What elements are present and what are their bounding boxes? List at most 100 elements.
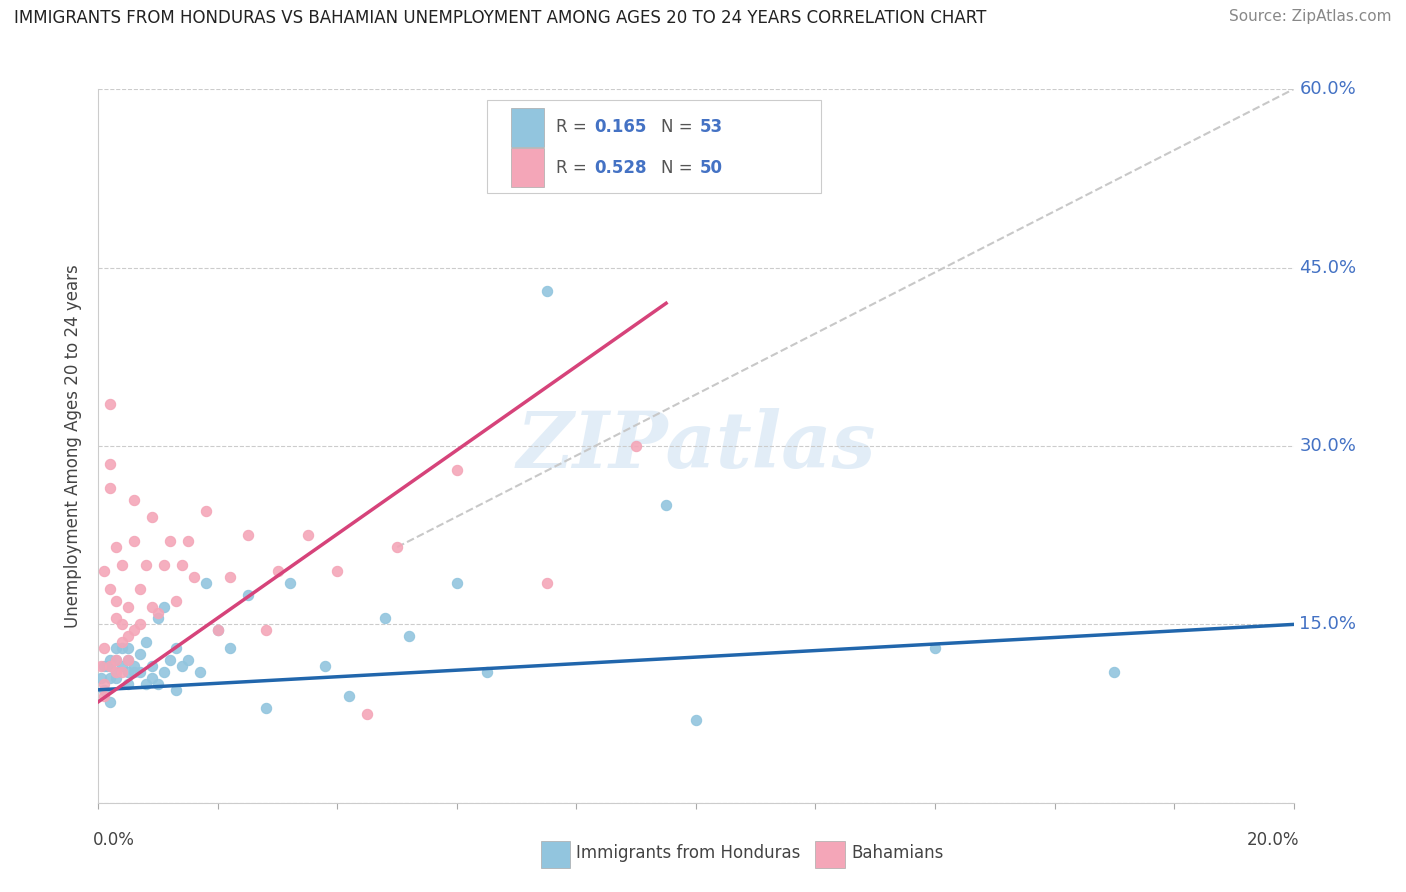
Point <box>105 611 128 625</box>
Point <box>90 671 112 685</box>
Point <box>207 624 229 638</box>
Point <box>685 713 707 727</box>
Point <box>278 575 301 590</box>
Point <box>315 659 337 673</box>
Point <box>183 570 205 584</box>
Text: Immigrants from Honduras: Immigrants from Honduras <box>576 844 801 862</box>
Point <box>124 534 146 549</box>
Point <box>105 653 128 667</box>
Text: 0.528: 0.528 <box>595 159 647 177</box>
Point <box>117 653 139 667</box>
Point <box>172 558 194 572</box>
Point <box>135 635 157 649</box>
Text: 50: 50 <box>700 159 723 177</box>
Point <box>339 689 360 703</box>
Point <box>96 659 118 673</box>
Text: IMMIGRANTS FROM HONDURAS VS BAHAMIAN UNEMPLOYMENT AMONG AGES 20 TO 24 YEARS CORR: IMMIGRANTS FROM HONDURAS VS BAHAMIAN UNE… <box>14 9 987 27</box>
Point <box>148 677 170 691</box>
Point <box>98 582 122 596</box>
Point <box>129 665 152 679</box>
Point <box>165 641 187 656</box>
Point <box>105 593 128 607</box>
Point <box>159 653 181 667</box>
Point <box>398 629 420 643</box>
Text: 0.0%: 0.0% <box>93 831 135 849</box>
Point <box>924 641 946 656</box>
Point <box>172 659 194 673</box>
Point <box>117 629 139 643</box>
Point <box>124 624 146 638</box>
Point <box>93 564 115 578</box>
Text: 20.0%: 20.0% <box>1247 831 1299 849</box>
Point <box>141 510 163 524</box>
Point <box>141 671 163 685</box>
Text: 0.165: 0.165 <box>595 119 647 136</box>
Text: 53: 53 <box>700 119 723 136</box>
Point <box>105 665 128 679</box>
Point <box>655 499 678 513</box>
Point <box>148 611 170 625</box>
Point <box>129 617 152 632</box>
Point <box>141 599 163 614</box>
Point <box>159 534 181 549</box>
Point <box>93 659 115 673</box>
Point <box>124 659 146 673</box>
Point <box>105 641 128 656</box>
Point <box>129 647 152 661</box>
Point <box>98 457 122 471</box>
FancyBboxPatch shape <box>815 841 845 869</box>
Text: 30.0%: 30.0% <box>1299 437 1357 455</box>
Point <box>1104 665 1126 679</box>
Point <box>536 575 558 590</box>
Point <box>207 624 229 638</box>
Point <box>624 439 647 453</box>
Point <box>141 659 163 673</box>
Point <box>135 677 157 691</box>
Point <box>93 677 115 691</box>
Point <box>326 564 349 578</box>
Point <box>153 599 176 614</box>
Point <box>188 665 211 679</box>
Point <box>124 492 146 507</box>
Point <box>105 653 128 667</box>
Point <box>90 659 112 673</box>
Point <box>385 540 409 554</box>
Point <box>165 682 187 697</box>
Point <box>254 624 277 638</box>
Text: Bahamians: Bahamians <box>851 844 943 862</box>
Point <box>129 582 152 596</box>
Point <box>117 641 139 656</box>
Point <box>98 695 122 709</box>
Point <box>267 564 290 578</box>
Point <box>117 677 139 691</box>
Point <box>219 570 242 584</box>
Point <box>297 528 319 542</box>
Point <box>111 665 134 679</box>
Point <box>111 617 134 632</box>
Point <box>148 606 170 620</box>
Point <box>165 593 187 607</box>
Point <box>135 558 157 572</box>
Y-axis label: Unemployment Among Ages 20 to 24 years: Unemployment Among Ages 20 to 24 years <box>65 264 83 628</box>
Point <box>111 635 134 649</box>
Point <box>536 285 558 299</box>
Point <box>124 665 146 679</box>
Point <box>153 665 176 679</box>
Point <box>98 659 122 673</box>
Point <box>111 641 134 656</box>
FancyBboxPatch shape <box>540 841 571 869</box>
Text: 45.0%: 45.0% <box>1299 259 1357 277</box>
Point <box>93 682 115 697</box>
Point <box>117 653 139 667</box>
Text: 60.0%: 60.0% <box>1299 80 1357 98</box>
Text: ZIPatlas: ZIPatlas <box>516 408 876 484</box>
FancyBboxPatch shape <box>510 148 544 187</box>
FancyBboxPatch shape <box>510 108 544 147</box>
Text: 15.0%: 15.0% <box>1299 615 1357 633</box>
Point <box>374 611 396 625</box>
Point <box>105 665 128 679</box>
Point <box>236 588 259 602</box>
Point <box>219 641 242 656</box>
Point <box>111 558 134 572</box>
Point <box>93 641 115 656</box>
